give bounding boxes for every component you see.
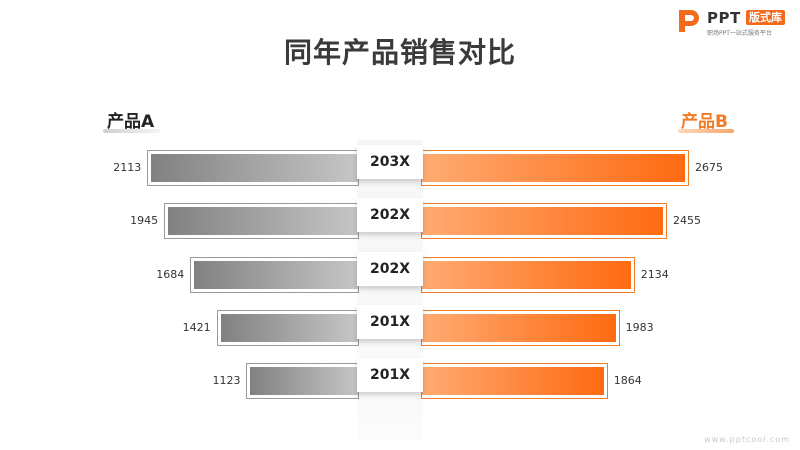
legend-series-a: 产品A	[107, 112, 155, 132]
category-label: 201X	[357, 358, 423, 392]
bar-series-b	[421, 203, 667, 239]
bar-fill-a	[194, 261, 358, 289]
value-label-b: 2455	[672, 214, 701, 227]
bar-series-a	[216, 310, 359, 346]
bar-series-a	[246, 363, 359, 399]
legend-underline-b	[678, 129, 734, 133]
legend-series-b: 产品B	[681, 112, 728, 132]
bar-fill-b	[422, 207, 663, 235]
bar-series-a	[147, 150, 359, 186]
category-label: 202X	[357, 252, 423, 286]
value-label-a: 2113	[113, 161, 142, 174]
chart-title: 同年产品销售对比	[283, 36, 516, 69]
value-label-b: 2134	[640, 268, 669, 281]
bar-series-b	[421, 310, 620, 346]
bar-fill-a	[151, 154, 358, 182]
value-label-b: 2675	[695, 161, 723, 174]
brand-logo: PPT 版式库 职场PPT一站式服务平台	[676, 8, 794, 38]
bar-series-a	[190, 257, 359, 293]
value-label-b: 1983	[625, 321, 654, 334]
value-label-a: 1684	[156, 268, 185, 281]
value-label-a: 1123	[212, 374, 241, 387]
logo-subtitle: 职场PPT一站式服务平台	[707, 30, 772, 37]
logo-word: PPT	[707, 9, 741, 27]
category-label: 202X	[357, 198, 423, 232]
bar-fill-a	[168, 207, 358, 235]
category-label: 203X	[357, 145, 423, 179]
bar-fill-b	[422, 261, 631, 289]
logo-badge: 版式库	[746, 10, 785, 25]
value-label-a: 1945	[130, 214, 159, 227]
bar-fill-a	[250, 367, 358, 395]
legend-underline-a	[103, 129, 160, 133]
watermark: www.pptcool.com	[704, 435, 790, 444]
bar-series-b	[421, 257, 635, 293]
bar-series-a	[164, 203, 359, 239]
year-band	[357, 140, 423, 440]
bar-series-b	[421, 150, 689, 186]
category-label: 201X	[357, 305, 423, 339]
logo-p-icon	[679, 10, 699, 32]
bar-fill-a	[220, 314, 358, 342]
bar-series-b	[421, 363, 608, 399]
bar-fill-b	[422, 314, 616, 342]
value-label-b: 1864	[613, 374, 642, 387]
bar-fill-b	[422, 367, 604, 395]
bar-fill-b	[422, 154, 685, 182]
value-label-a: 1421	[182, 321, 211, 334]
